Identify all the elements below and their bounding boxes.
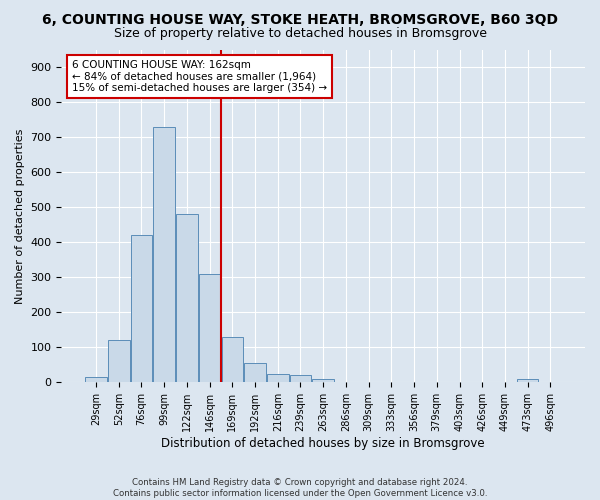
X-axis label: Distribution of detached houses by size in Bromsgrove: Distribution of detached houses by size … bbox=[161, 437, 485, 450]
Bar bbox=[176, 214, 197, 382]
Bar bbox=[221, 337, 243, 382]
Bar bbox=[290, 376, 311, 382]
Text: 6, COUNTING HOUSE WAY, STOKE HEATH, BROMSGROVE, B60 3QD: 6, COUNTING HOUSE WAY, STOKE HEATH, BROM… bbox=[42, 12, 558, 26]
Text: 6 COUNTING HOUSE WAY: 162sqm
← 84% of detached houses are smaller (1,964)
15% of: 6 COUNTING HOUSE WAY: 162sqm ← 84% of de… bbox=[72, 60, 327, 93]
Bar bbox=[267, 374, 289, 382]
Bar bbox=[154, 127, 175, 382]
Bar bbox=[108, 340, 130, 382]
Bar bbox=[244, 363, 266, 382]
Bar bbox=[313, 379, 334, 382]
Bar bbox=[131, 236, 152, 382]
Text: Size of property relative to detached houses in Bromsgrove: Size of property relative to detached ho… bbox=[113, 28, 487, 40]
Bar bbox=[85, 377, 107, 382]
Text: Contains HM Land Registry data © Crown copyright and database right 2024.
Contai: Contains HM Land Registry data © Crown c… bbox=[113, 478, 487, 498]
Bar bbox=[517, 379, 538, 382]
Y-axis label: Number of detached properties: Number of detached properties bbox=[15, 128, 25, 304]
Bar bbox=[199, 274, 220, 382]
